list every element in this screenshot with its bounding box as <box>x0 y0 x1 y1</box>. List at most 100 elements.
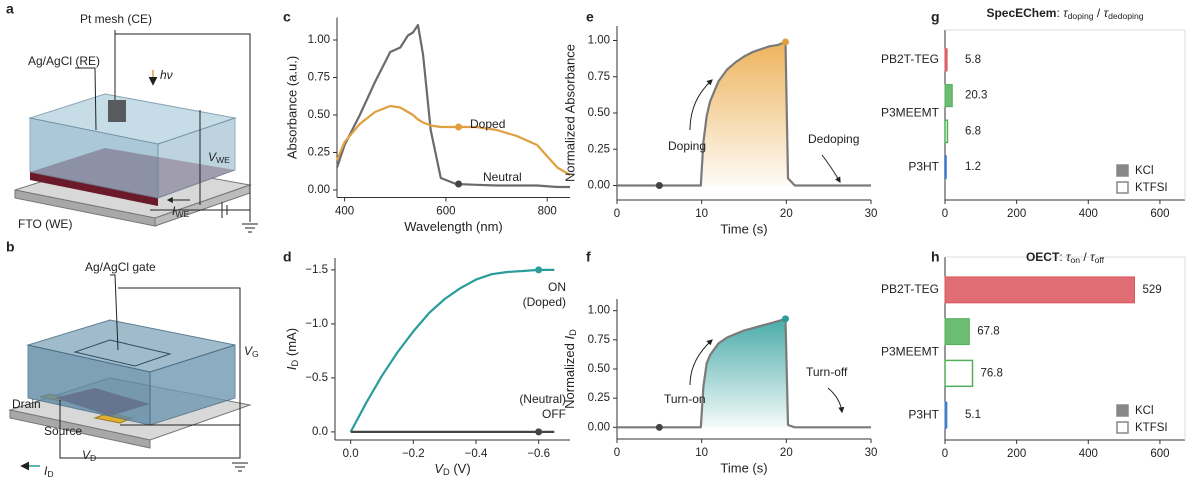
annotation: ON <box>548 280 566 294</box>
category-label: P3HT <box>908 159 939 173</box>
annotation: (Neutral) <box>519 392 566 406</box>
legend-swatch <box>1116 164 1129 177</box>
wire <box>59 400 205 459</box>
text-part: I <box>284 366 299 370</box>
x-tick-label: 400 <box>335 206 354 218</box>
text-part: V <box>208 150 217 164</box>
substrate-front <box>9 409 151 449</box>
y-axis-label: Normalized ID <box>562 329 578 409</box>
electrolyte-top <box>26 319 236 373</box>
text-part: OECT <box>1026 250 1060 264</box>
line <box>335 23 570 189</box>
annotation: OFF <box>542 407 566 421</box>
legend-swatch <box>1116 404 1129 417</box>
y-tick-label: 0.25 <box>588 143 610 155</box>
panel-letter: b <box>6 239 15 255</box>
value-label: 20.3 <box>965 90 987 102</box>
text-part: : <box>1059 250 1066 264</box>
legend-label: KTFSI <box>1135 182 1168 194</box>
text-part: V <box>82 448 91 462</box>
y-axis-label: Normalized Absorbance <box>562 44 577 182</box>
y-tick-label: 1.00 <box>308 34 330 46</box>
point <box>455 180 463 188</box>
text-part: D <box>290 359 300 366</box>
arrow <box>821 154 841 184</box>
value-label: 529 <box>1142 284 1161 296</box>
x-tick-label: 200 <box>1007 448 1026 460</box>
text-part: D <box>443 467 450 477</box>
text-part: Normalized <box>562 340 577 409</box>
diagram-label: Pt mesh (CE) <box>80 12 152 26</box>
diagram-label: VG <box>244 344 259 359</box>
panel-letter: d <box>283 249 292 265</box>
category-label: P3MEEMT <box>881 106 940 120</box>
film-front <box>30 172 158 206</box>
text-part: / <box>1080 250 1090 264</box>
x-tick-label: 800 <box>538 206 557 218</box>
x-tick-label: 0 <box>942 208 948 220</box>
value-label: 1.2 <box>965 161 981 173</box>
wire <box>75 67 97 131</box>
y-tick-label: 0.00 <box>588 421 610 433</box>
text-part: WE <box>175 209 189 219</box>
text-part: / <box>1094 6 1104 20</box>
legend-label: KCl <box>1135 405 1154 417</box>
y-tick-label: −0.5 <box>305 372 328 384</box>
text-part: FTO (WE) <box>18 217 72 231</box>
y-tick-label: 0.25 <box>588 392 610 404</box>
point <box>655 423 663 431</box>
area <box>617 318 871 428</box>
y-tick-label: 0.75 <box>588 71 610 83</box>
x-tick-label: 20 <box>780 208 793 220</box>
point <box>781 38 789 46</box>
x-tick-label: 10 <box>695 447 708 459</box>
bar <box>944 84 953 108</box>
diagram-label: Source <box>44 424 82 438</box>
text-part: on <box>1070 255 1080 265</box>
category-label: P3HT <box>908 407 939 421</box>
category-label: PB2T-TEG <box>881 52 939 66</box>
x-axis-label: Time (s) <box>720 460 767 475</box>
x-axis-label: VD (V) <box>434 461 470 477</box>
diagram-label: Drain <box>12 397 41 411</box>
y-tick-label: 0.00 <box>308 184 330 196</box>
wire <box>118 287 241 459</box>
text-part: Pt mesh (CE) <box>80 12 152 26</box>
line <box>349 268 555 433</box>
y-tick-label: 1.00 <box>588 35 610 47</box>
text-part: (mA) <box>284 328 299 360</box>
text-part: dedoping <box>1108 11 1144 21</box>
text-part: V <box>244 344 253 358</box>
bar <box>944 318 970 346</box>
text-part: hν <box>160 68 173 82</box>
text-part: D <box>47 469 53 479</box>
annotation: (Doped) <box>523 295 566 309</box>
y-tick-label: 0.75 <box>588 334 610 346</box>
point <box>535 266 543 274</box>
wire <box>110 274 119 351</box>
text-part: doping <box>1068 11 1094 21</box>
chart-title: SpecEChem: τdoping / τdedoping <box>986 6 1143 21</box>
diagram-label: FTO (WE) <box>18 217 72 231</box>
y-tick-label: 0.25 <box>308 147 330 159</box>
panel-letter: f <box>586 249 591 265</box>
annotation: Doped <box>470 117 505 131</box>
point <box>655 182 663 189</box>
text-part: I <box>562 336 577 340</box>
text-part: τ <box>1104 6 1110 20</box>
diagram-label: hν <box>160 68 173 82</box>
value-label: 76.8 <box>981 367 1003 379</box>
x-tick-label: 200 <box>1007 208 1026 220</box>
annotation: Turn-on <box>664 392 706 406</box>
text-part: τ <box>1066 250 1072 264</box>
text-part: (V) <box>450 461 471 476</box>
y-tick-label: 0.50 <box>588 107 610 119</box>
chart-title: OECT: τon / τoff <box>1026 250 1105 265</box>
text-part: Ag/AgCl (RE) <box>28 54 100 68</box>
panel-letter: c <box>283 9 291 25</box>
annotation: Turn-off <box>806 365 848 379</box>
diagram-a <box>14 30 258 233</box>
text-part: SpecEChem <box>986 6 1056 20</box>
x-tick-label: 0 <box>942 448 948 460</box>
text-part: WE <box>216 155 230 165</box>
